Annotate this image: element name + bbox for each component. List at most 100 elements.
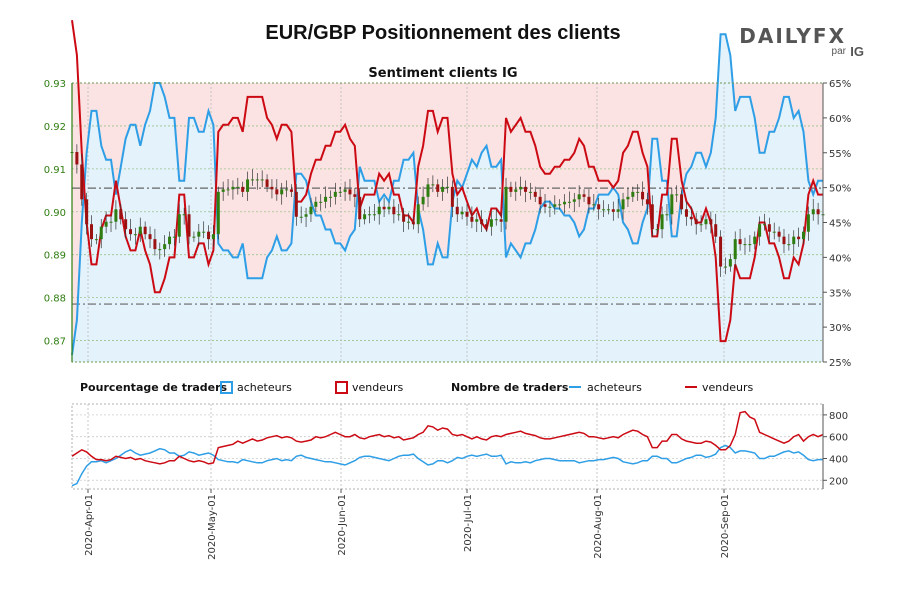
candle-body — [533, 191, 537, 197]
candle-body — [563, 201, 567, 205]
brand-sub: par — [831, 46, 846, 57]
candle-body — [514, 189, 518, 192]
candle-body — [758, 224, 762, 237]
candle-body — [265, 179, 269, 187]
candle-body — [153, 239, 157, 250]
pct-tick-label: 40% — [829, 253, 851, 264]
price-tick-label: 0.92 — [44, 122, 66, 133]
candle-body — [480, 219, 484, 225]
candle-body — [811, 209, 815, 215]
candle-body — [504, 186, 508, 222]
price-tick-label: 0.93 — [44, 79, 66, 90]
candle-body — [85, 199, 89, 225]
candle-body — [816, 209, 820, 215]
candle-body — [494, 219, 498, 221]
candle-body — [587, 196, 591, 205]
sellers-count-line — [71, 410, 824, 465]
pct-tick-label: 30% — [829, 323, 851, 334]
candle-body — [406, 221, 410, 223]
candle-body — [270, 186, 274, 190]
candle-body — [606, 209, 610, 211]
candle-body — [645, 199, 649, 205]
candle-body — [216, 191, 220, 235]
candle-body — [509, 186, 513, 192]
candle-body — [275, 189, 279, 195]
legend-pct-sell-swatch — [335, 381, 348, 394]
buyers-percent-line — [71, 33, 823, 356]
candle-body — [289, 189, 293, 192]
candle-body — [548, 206, 552, 208]
date-tick-label: 2020-Sep-01 — [720, 494, 731, 558]
count-tick-label: 600 — [829, 433, 848, 444]
candle-body — [109, 221, 113, 223]
candle-body — [353, 194, 357, 197]
candle-body — [519, 186, 523, 190]
candle-body — [446, 186, 449, 188]
candle-body — [226, 189, 230, 191]
price-tick-label: 0.90 — [44, 208, 66, 219]
date-tick-label: 2020-Apr-01 — [84, 494, 95, 556]
candle-body — [148, 234, 152, 240]
candle-body — [231, 186, 235, 190]
candle-body — [294, 191, 298, 217]
candle-body — [694, 219, 698, 225]
candle-body — [602, 209, 606, 211]
candle-body — [177, 214, 181, 237]
candle-body — [626, 196, 630, 200]
sellers-percent-line — [71, 20, 823, 343]
candle-body — [801, 231, 805, 240]
candle-body — [182, 214, 186, 216]
candle-body — [338, 191, 342, 193]
candle-body — [133, 234, 137, 236]
candle-body — [636, 191, 640, 193]
candle-body — [280, 189, 284, 195]
candle-body — [197, 231, 201, 237]
candle-body — [246, 179, 250, 192]
candle-body — [192, 236, 196, 238]
candle-body — [158, 249, 162, 251]
candle-body — [367, 214, 371, 216]
trader-count-panel: 200 400 600 800 — [71, 403, 848, 490]
candle-body — [255, 179, 259, 181]
date-axis: 2020-Apr-01 2020-May-01 2020-Jun-01 2020-Ju… — [84, 489, 731, 560]
candle-body — [319, 201, 323, 203]
candle-body — [363, 214, 367, 220]
pct-tick-label: 50% — [829, 184, 851, 195]
candle-body — [211, 234, 215, 240]
candle-body — [328, 196, 332, 198]
candle-body — [436, 184, 440, 192]
candle-body — [553, 204, 557, 207]
candle-body — [792, 236, 796, 245]
candle-body — [655, 229, 659, 231]
candle-body — [411, 221, 415, 225]
candle-body — [382, 206, 386, 210]
candle-body — [577, 194, 581, 200]
candle-body — [455, 206, 459, 215]
candle-body — [475, 219, 479, 222]
price-tick-label: 0.88 — [44, 294, 66, 305]
candle-body — [572, 199, 576, 202]
date-tick-label: 2020-Jul-01 — [463, 494, 474, 552]
candle-body — [143, 226, 147, 235]
candle-body — [806, 214, 810, 232]
count-tick-label: 400 — [829, 454, 848, 465]
candle-body — [119, 209, 123, 220]
candle-body — [611, 209, 615, 212]
candle-body — [772, 231, 776, 233]
candle-body — [753, 236, 757, 245]
candle-body — [299, 216, 303, 218]
candle-body — [304, 214, 308, 217]
candle-body — [80, 164, 84, 200]
candle-body — [460, 211, 464, 215]
candle-body — [124, 219, 128, 230]
candle-body — [489, 219, 493, 227]
candle-body — [524, 186, 528, 192]
candle-body — [719, 236, 723, 267]
candle-body — [163, 244, 167, 250]
candle-body — [704, 219, 708, 225]
candle-body — [285, 189, 289, 191]
candle-body — [709, 219, 713, 225]
pct-tick-label: 55% — [829, 149, 851, 160]
pct-tick-label: 65% — [829, 79, 851, 90]
